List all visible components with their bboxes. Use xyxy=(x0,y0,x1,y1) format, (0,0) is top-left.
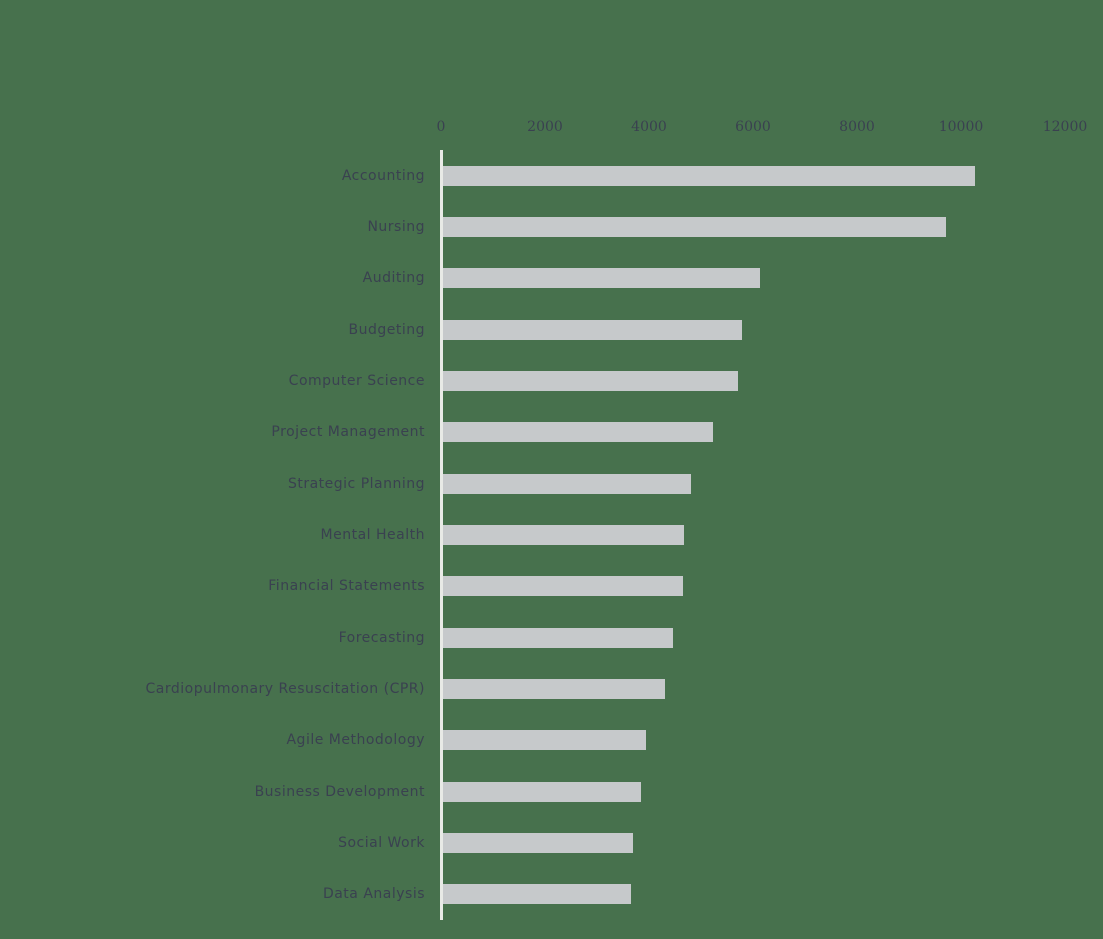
chart-row: Strategic Planning xyxy=(0,458,1103,509)
bar xyxy=(443,319,742,340)
x-axis-tick-label: 0 xyxy=(436,119,446,135)
chart-row: Forecasting xyxy=(0,612,1103,663)
bar xyxy=(443,473,692,494)
category-label: Computer Science xyxy=(288,372,425,389)
y-axis-line xyxy=(440,150,443,920)
chart-row: Accounting xyxy=(0,150,1103,201)
bar xyxy=(443,165,975,186)
x-axis-tick-label: 6000 xyxy=(735,119,771,135)
x-axis: 0 2000 4000 6000 8000 10000 12000 xyxy=(0,116,1103,138)
chart-row: Social Work xyxy=(0,817,1103,868)
category-label: Strategic Planning xyxy=(287,475,425,492)
chart-row: Business Development xyxy=(0,766,1103,817)
bar xyxy=(443,832,633,853)
category-label: Cardiopulmonary Resuscitation (CPR) xyxy=(145,680,425,697)
bar xyxy=(443,422,713,443)
bar xyxy=(443,524,685,545)
category-label: Auditing xyxy=(362,270,425,287)
chart-row: Financial Statements xyxy=(0,561,1103,612)
chart-row: Data Analysis xyxy=(0,869,1103,920)
bar xyxy=(443,576,684,597)
bar xyxy=(443,730,646,751)
chart-row: Agile Methodology xyxy=(0,715,1103,766)
category-label: Data Analysis xyxy=(322,886,425,903)
category-label: Budgeting xyxy=(348,321,425,338)
bar xyxy=(443,627,673,648)
category-label: Social Work xyxy=(338,834,425,851)
x-axis-tick-label: 12000 xyxy=(1042,119,1088,135)
bar xyxy=(443,781,642,802)
chart-row: Mental Health xyxy=(0,509,1103,560)
bar xyxy=(443,268,761,289)
bar xyxy=(443,884,632,905)
category-label: Nursing xyxy=(367,218,425,235)
bar xyxy=(443,370,738,391)
bar xyxy=(443,678,666,699)
bar xyxy=(443,216,946,237)
category-label: Business Development xyxy=(254,783,425,800)
chart-row: Cardiopulmonary Resuscitation (CPR) xyxy=(0,663,1103,714)
chart-row: Nursing xyxy=(0,201,1103,252)
category-label: Project Management xyxy=(271,424,425,441)
x-axis-tick-label: 8000 xyxy=(839,119,875,135)
category-label: Financial Statements xyxy=(268,578,425,595)
x-axis-tick-label: 4000 xyxy=(631,119,667,135)
chart-row: Project Management xyxy=(0,407,1103,458)
chart-row: Budgeting xyxy=(0,304,1103,355)
category-label: Forecasting xyxy=(338,629,425,646)
category-label: Accounting xyxy=(341,167,425,184)
x-axis-tick-label: 10000 xyxy=(938,119,984,135)
category-label: Mental Health xyxy=(320,526,425,543)
chart-row: Auditing xyxy=(0,253,1103,304)
chart-plot-area: Accounting Nursing Auditing Budgeting Comput… xyxy=(0,150,1103,920)
chart-row: Computer Science xyxy=(0,355,1103,406)
category-label: Agile Methodology xyxy=(286,732,425,749)
x-axis-tick-label: 2000 xyxy=(527,119,563,135)
